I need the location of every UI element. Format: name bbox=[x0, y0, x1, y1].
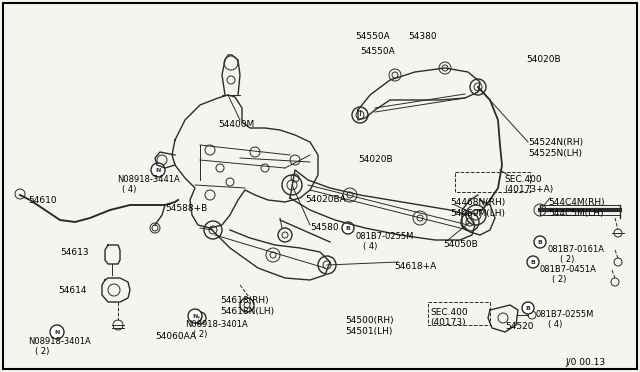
Text: 54618+A: 54618+A bbox=[394, 262, 436, 271]
Circle shape bbox=[151, 163, 165, 177]
Text: 081B7-0255M: 081B7-0255M bbox=[536, 310, 595, 319]
Text: B: B bbox=[346, 225, 351, 231]
Text: 54020B: 54020B bbox=[358, 155, 392, 164]
Circle shape bbox=[522, 302, 534, 314]
Text: 081B7-0451A: 081B7-0451A bbox=[540, 265, 597, 274]
Text: ( 4): ( 4) bbox=[548, 320, 563, 329]
Text: 54580: 54580 bbox=[310, 223, 339, 232]
Text: SEC.400: SEC.400 bbox=[430, 308, 468, 317]
Circle shape bbox=[50, 325, 64, 339]
Text: 54020B: 54020B bbox=[526, 55, 561, 64]
Circle shape bbox=[527, 256, 539, 268]
Text: 544C5M(LH): 544C5M(LH) bbox=[548, 209, 604, 218]
Text: 54501(LH): 54501(LH) bbox=[345, 327, 392, 336]
Text: N08918-3401A: N08918-3401A bbox=[28, 337, 91, 346]
Text: B: B bbox=[538, 240, 543, 244]
Text: 54550A: 54550A bbox=[360, 47, 395, 56]
Circle shape bbox=[534, 236, 546, 248]
Text: N: N bbox=[156, 167, 161, 173]
Text: J/0 00.13: J/0 00.13 bbox=[565, 358, 605, 367]
Text: ( 4): ( 4) bbox=[122, 185, 136, 194]
Text: 54520: 54520 bbox=[505, 322, 534, 331]
Text: 54524N(RH): 54524N(RH) bbox=[528, 138, 583, 147]
Text: 54618(RH): 54618(RH) bbox=[220, 296, 269, 305]
Text: 54500(RH): 54500(RH) bbox=[345, 316, 394, 325]
Text: 081B7-0255M: 081B7-0255M bbox=[355, 232, 413, 241]
Text: 081B7-0161A: 081B7-0161A bbox=[548, 245, 605, 254]
Text: 54060AA: 54060AA bbox=[155, 332, 196, 341]
Text: N: N bbox=[198, 315, 202, 321]
Text: ( 2): ( 2) bbox=[35, 347, 49, 356]
Text: SEC.400: SEC.400 bbox=[504, 175, 541, 184]
Text: (40173+A): (40173+A) bbox=[504, 185, 553, 194]
Text: 54380: 54380 bbox=[408, 32, 436, 41]
Text: B: B bbox=[525, 305, 531, 311]
Text: 54618N(LH): 54618N(LH) bbox=[220, 307, 274, 316]
Text: 54050B: 54050B bbox=[443, 240, 477, 249]
Text: 54550A: 54550A bbox=[355, 32, 390, 41]
Text: N08918-3441A: N08918-3441A bbox=[117, 175, 180, 184]
Text: 54613: 54613 bbox=[60, 248, 88, 257]
Text: N08918-3401A: N08918-3401A bbox=[185, 320, 248, 329]
Text: B: B bbox=[531, 260, 536, 264]
Circle shape bbox=[342, 222, 354, 234]
Text: ( 2): ( 2) bbox=[193, 330, 207, 339]
Text: ( 4): ( 4) bbox=[363, 242, 378, 251]
Text: 54468N(RH): 54468N(RH) bbox=[450, 198, 505, 207]
Text: N: N bbox=[192, 314, 198, 318]
Text: 54020BA: 54020BA bbox=[305, 195, 346, 204]
Circle shape bbox=[188, 309, 202, 323]
Text: 544C4M(RH): 544C4M(RH) bbox=[548, 198, 605, 207]
Text: 54400M: 54400M bbox=[218, 120, 254, 129]
Text: 54469M(LH): 54469M(LH) bbox=[450, 209, 505, 218]
Text: 54525N(LH): 54525N(LH) bbox=[528, 149, 582, 158]
Text: (40173): (40173) bbox=[430, 318, 466, 327]
Text: 54610: 54610 bbox=[28, 196, 56, 205]
Text: 54588+B: 54588+B bbox=[165, 204, 207, 213]
Text: ( 2): ( 2) bbox=[552, 275, 566, 284]
Text: N: N bbox=[54, 330, 60, 334]
Text: 54614: 54614 bbox=[58, 286, 86, 295]
Text: ( 2): ( 2) bbox=[560, 255, 574, 264]
